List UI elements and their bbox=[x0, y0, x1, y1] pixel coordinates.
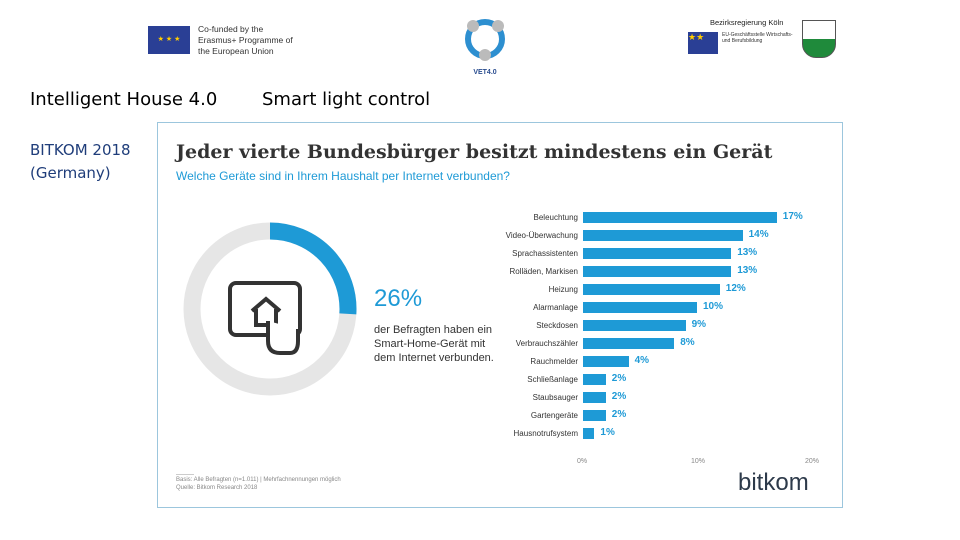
bar-label: Alarmanlage bbox=[533, 303, 578, 312]
bar bbox=[583, 410, 606, 421]
koeln-logo: Bezirksregierung Köln ★★ EU-Geschäftsste… bbox=[684, 18, 839, 60]
source-line-1: BITKOM 2018 bbox=[30, 141, 131, 159]
bar-value-label: 1% bbox=[600, 427, 615, 438]
bar-label: Video-Überwachung bbox=[505, 231, 578, 240]
bar-value-label: 12% bbox=[725, 283, 746, 294]
bar-label: Sprachassistenten bbox=[512, 249, 578, 258]
koeln-logo-sub: EU-Geschäftsstelle Wirtschafts- und Beru… bbox=[722, 32, 793, 44]
bar-label: Schließanlage bbox=[527, 375, 578, 384]
x-tick-label: 20% bbox=[805, 458, 820, 465]
donut-arc bbox=[269, 222, 357, 315]
vet-logo-text: VET4.0 bbox=[473, 69, 497, 76]
bar bbox=[583, 212, 777, 223]
bar-value-label: 9% bbox=[691, 319, 707, 330]
footnote-divider bbox=[176, 474, 194, 475]
bar-value-label: 4% bbox=[634, 355, 650, 366]
bar-value-label: 2% bbox=[611, 373, 627, 384]
infographic-title: Jeder vierte Bundesbürger besitzt mindes… bbox=[176, 141, 773, 163]
bar-value-label: 17% bbox=[782, 211, 803, 222]
bar-label: Rauchmelder bbox=[530, 357, 578, 366]
bar bbox=[583, 356, 629, 367]
eu-logo-text: Co-funded by the Erasmus+ Programme of t… bbox=[198, 24, 293, 56]
slide-title: Intelligent House 4.0 bbox=[30, 89, 218, 110]
x-tick-label: 0% bbox=[577, 458, 588, 465]
koeln-logo-text: Bezirksregierung Köln bbox=[710, 18, 784, 27]
footnote-basis: Basis: Alle Befragten (n=1.011) | Mehrfa… bbox=[176, 477, 341, 483]
nrw-crest-icon bbox=[802, 20, 836, 58]
bar bbox=[583, 374, 606, 385]
vet-logo-icon bbox=[465, 19, 505, 61]
bar-label: Gartengeräte bbox=[530, 411, 578, 420]
bar-label: Heizung bbox=[548, 285, 578, 294]
infographic-subtitle: Welche Geräte sind in Ihrem Haushalt per… bbox=[176, 169, 510, 183]
bar bbox=[583, 302, 697, 313]
slide-subtitle: Smart light control bbox=[262, 89, 431, 110]
bar-value-label: 13% bbox=[737, 265, 758, 276]
donut-value: 26% bbox=[374, 285, 423, 312]
bar-label: Rolläden, Markisen bbox=[509, 267, 578, 276]
bar bbox=[583, 392, 606, 403]
infographic-card: Jeder vierte Bundesbürger besitzt mindes… bbox=[157, 122, 843, 508]
bar-label: Beleuchtung bbox=[533, 213, 578, 222]
bar-value-label: 2% bbox=[611, 391, 627, 402]
bar bbox=[583, 284, 720, 295]
footnote-source: Quelle: Bitkom Research 2018 bbox=[176, 485, 258, 491]
bar bbox=[583, 266, 732, 277]
donut-chart bbox=[183, 222, 357, 396]
smart-home-hand-icon bbox=[228, 281, 302, 355]
donut-text: der Befragten haben ein Smart-Home-Gerät… bbox=[374, 324, 494, 364]
bar bbox=[583, 428, 595, 439]
x-tick-label: 10% bbox=[691, 458, 706, 465]
bar-label: Steckdosen bbox=[536, 321, 578, 330]
bar-value-label: 2% bbox=[611, 409, 627, 420]
bar bbox=[583, 320, 686, 331]
vet-logo: VET4.0 bbox=[460, 14, 510, 76]
bar-value-label: 10% bbox=[703, 301, 724, 312]
bar-label: Verbrauchszähler bbox=[515, 339, 578, 348]
bar-value-label: 13% bbox=[737, 247, 758, 258]
bar-label: Hausnotrufsystem bbox=[513, 429, 578, 438]
bar bbox=[583, 338, 675, 349]
eu-stars-icon: ★★ bbox=[688, 32, 718, 54]
bar-label: Staubsauger bbox=[532, 393, 578, 402]
eu-logo: ★ ★ ★ Co-funded by the Erasmus+ Programm… bbox=[148, 24, 293, 56]
bar-value-label: 8% bbox=[680, 337, 695, 348]
bitkom-logo: bitkom bbox=[738, 469, 809, 496]
eu-flag-icon: ★ ★ ★ bbox=[148, 26, 190, 54]
bar-value-label: 14% bbox=[748, 229, 769, 240]
bar bbox=[583, 248, 732, 259]
source-line-2: (Germany) bbox=[30, 164, 111, 182]
bar bbox=[583, 230, 743, 241]
